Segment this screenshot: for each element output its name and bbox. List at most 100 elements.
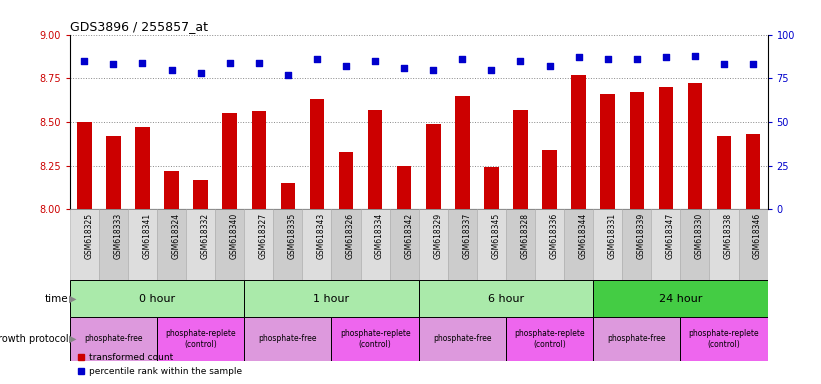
Bar — [564, 209, 594, 280]
Text: GSM618329: GSM618329 — [433, 213, 443, 259]
Bar — [506, 209, 535, 280]
Point — [136, 60, 149, 66]
Text: GSM618326: GSM618326 — [346, 213, 355, 259]
Bar — [222, 113, 237, 209]
Bar — [390, 209, 419, 280]
Bar — [368, 110, 383, 209]
Text: time: time — [44, 293, 68, 304]
Point — [310, 56, 323, 62]
Bar — [157, 209, 186, 280]
Bar — [426, 124, 441, 209]
Bar — [245, 317, 332, 361]
Point — [282, 72, 295, 78]
Bar — [594, 317, 681, 361]
Bar — [688, 83, 702, 209]
Text: ▶: ▶ — [69, 334, 76, 344]
Point — [78, 58, 91, 64]
Bar — [594, 280, 768, 317]
Bar — [447, 209, 477, 280]
Point — [688, 53, 701, 59]
Text: GSM618327: GSM618327 — [259, 213, 268, 259]
Bar — [332, 209, 360, 280]
Text: GSM618337: GSM618337 — [462, 213, 471, 259]
Point — [223, 60, 236, 66]
Bar — [506, 317, 594, 361]
Point — [659, 54, 672, 60]
Text: GSM618334: GSM618334 — [375, 213, 384, 259]
Bar — [251, 111, 266, 209]
Bar — [594, 209, 622, 280]
Bar — [739, 209, 768, 280]
Bar — [658, 87, 673, 209]
Bar — [186, 209, 215, 280]
Bar — [332, 317, 419, 361]
Text: GSM618338: GSM618338 — [724, 213, 733, 259]
Point — [369, 58, 382, 64]
Text: 1 hour: 1 hour — [314, 293, 350, 304]
Text: GSM618345: GSM618345 — [492, 213, 501, 259]
Bar — [99, 209, 128, 280]
Bar — [70, 209, 99, 280]
Text: GSM618339: GSM618339 — [637, 213, 646, 259]
Text: 6 hour: 6 hour — [488, 293, 524, 304]
Text: GSM618336: GSM618336 — [549, 213, 558, 259]
Bar — [245, 280, 419, 317]
Point — [456, 56, 469, 62]
Text: phosphate-free: phosphate-free — [433, 334, 492, 343]
Text: phosphate-replete
(control): phosphate-replete (control) — [165, 329, 236, 349]
Bar — [397, 166, 411, 209]
Point — [194, 70, 207, 76]
Text: phosphate-replete
(control): phosphate-replete (control) — [689, 329, 759, 349]
Point — [746, 61, 759, 67]
Text: GSM618325: GSM618325 — [85, 213, 94, 259]
Text: GSM618330: GSM618330 — [695, 213, 704, 259]
Text: 24 hour: 24 hour — [658, 293, 702, 304]
Bar — [215, 209, 245, 280]
Bar — [622, 209, 651, 280]
Point — [397, 65, 410, 71]
Bar — [245, 209, 273, 280]
Bar — [709, 209, 739, 280]
Bar — [484, 167, 498, 209]
Text: GSM618335: GSM618335 — [288, 213, 297, 259]
Text: phosphate-free: phosphate-free — [84, 334, 143, 343]
Bar — [157, 317, 245, 361]
Bar — [106, 136, 121, 209]
Point — [631, 56, 644, 62]
Bar — [281, 183, 295, 209]
Bar — [600, 94, 615, 209]
Bar — [194, 180, 208, 209]
Point — [718, 61, 731, 67]
Text: phosphate-replete
(control): phosphate-replete (control) — [340, 329, 410, 349]
Text: GSM618344: GSM618344 — [579, 213, 588, 259]
Text: GSM618347: GSM618347 — [666, 213, 675, 259]
Bar — [543, 150, 557, 209]
Bar — [419, 280, 594, 317]
Point — [339, 63, 352, 69]
Text: GSM618333: GSM618333 — [113, 213, 122, 259]
Point — [427, 66, 440, 73]
Bar — [128, 209, 157, 280]
Bar — [745, 134, 760, 209]
Point — [572, 54, 585, 60]
Point — [543, 63, 556, 69]
Bar — [455, 96, 470, 209]
Bar — [681, 317, 768, 361]
Legend: transformed count, percentile rank within the sample: transformed count, percentile rank withi… — [74, 350, 245, 379]
Bar — [630, 92, 644, 209]
Bar — [273, 209, 302, 280]
Text: GSM618342: GSM618342 — [404, 213, 413, 259]
Bar — [571, 75, 586, 209]
Point — [485, 66, 498, 73]
Bar — [70, 280, 245, 317]
Text: GSM618331: GSM618331 — [608, 213, 617, 259]
Bar — [310, 99, 324, 209]
Text: growth protocol: growth protocol — [0, 334, 68, 344]
Bar — [717, 136, 732, 209]
Text: GSM618328: GSM618328 — [521, 213, 530, 259]
Text: GSM618343: GSM618343 — [317, 213, 326, 259]
Bar — [77, 122, 92, 209]
Point — [514, 58, 527, 64]
Bar — [419, 209, 447, 280]
Text: phosphate-free: phosphate-free — [608, 334, 666, 343]
